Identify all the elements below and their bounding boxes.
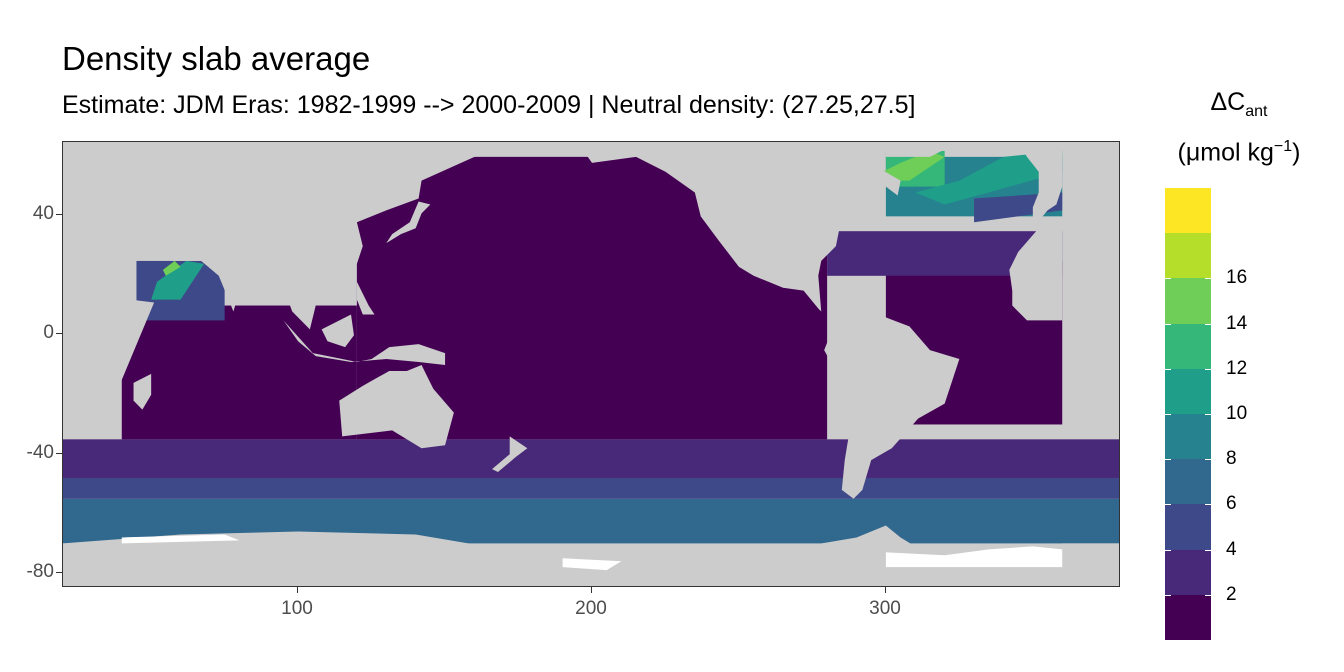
legend-tick-mark (1205, 549, 1211, 551)
legend-color-step (1165, 188, 1211, 234)
x-tick-label: 200 (575, 598, 607, 619)
legend-tick-label: 10 (1226, 403, 1248, 424)
legend-title-main: ΔC (1210, 88, 1246, 116)
legend-unit-post: ) (1292, 138, 1301, 167)
land-mass (885, 142, 960, 157)
land-mass (386, 201, 431, 244)
chart-title: Density slab average (62, 40, 371, 77)
heatmap-canvas (63, 142, 1119, 586)
land-mass (492, 436, 528, 473)
legend-tick-label: 8 (1226, 448, 1237, 470)
legend-color-step (1165, 549, 1211, 595)
legend-tick-mark (1205, 414, 1211, 415)
legend-tick-label: 12 (1226, 357, 1248, 379)
legend-title: ΔCant (1164, 88, 1314, 121)
land-mass (63, 142, 534, 330)
legend-color-step (1165, 594, 1211, 640)
legend-unit-pre: (μmol kg (1177, 138, 1274, 167)
legend-title-sub: ant (1245, 103, 1268, 120)
ice-shelf (562, 558, 622, 571)
ice-shelf (121, 534, 240, 544)
y-tick-mark (56, 214, 62, 215)
legend-tick-label: 6 (1226, 493, 1237, 515)
land-mass (356, 281, 375, 315)
x-tick-mark (297, 587, 298, 593)
legend-color-step (1165, 278, 1211, 324)
legend-tick-mark (1205, 278, 1211, 280)
y-tick-mark (56, 453, 62, 454)
legend-tick-mark (1165, 278, 1171, 280)
legend-tick-mark (1205, 323, 1211, 325)
x-tick-mark (885, 587, 886, 593)
land-mass (63, 225, 155, 440)
legend-colorbar (1165, 188, 1211, 640)
land-mass (1009, 228, 1063, 321)
legend-color-step (1165, 504, 1211, 550)
ocean-cell (121, 305, 357, 440)
legend-unit: (μmol kg−1) (1164, 138, 1314, 167)
legend-tick-mark (1165, 459, 1171, 461)
ocean-cell (63, 439, 1119, 478)
legend-tick-mark (1165, 323, 1171, 325)
land-mass (321, 314, 354, 348)
x-tick-mark (591, 587, 592, 593)
x-tick-label: 300 (869, 598, 901, 619)
ocean-cell (915, 150, 1063, 205)
chart-subtitle: Estimate: JDM Eras: 1982-1999 --> 2000-2… (62, 91, 916, 119)
ocean-cell (151, 260, 205, 300)
y-tick-label: -40 (26, 442, 54, 463)
ocean-cell (162, 260, 181, 276)
y-tick-mark (56, 333, 62, 334)
map-panel (62, 141, 1120, 587)
y-tick-label: -80 (26, 561, 54, 582)
land-mass (63, 525, 1119, 586)
legend-tick-mark (1205, 368, 1211, 370)
legend-tick-mark (1165, 368, 1171, 370)
legend-tick-mark (1165, 504, 1171, 506)
legend-tick-label: 16 (1226, 267, 1248, 289)
legend-tick-mark (1205, 504, 1211, 506)
land-mass (133, 373, 152, 410)
legend-color-step (1165, 323, 1211, 369)
ice-shelf (885, 546, 1063, 568)
legend-color-step (1165, 413, 1211, 460)
x-tick-label: 100 (281, 598, 313, 619)
legend-tick-label: 4 (1226, 538, 1237, 560)
land-mass (283, 320, 446, 365)
ocean-cell (63, 477, 1119, 499)
land-mass (824, 302, 960, 499)
legend-tick-mark (1205, 459, 1211, 461)
legend-unit-sup: −1 (1273, 138, 1293, 155)
legend-color-step (1165, 459, 1211, 505)
land-mass (1018, 142, 1063, 229)
legend-tick-mark (1165, 549, 1171, 551)
legend-color-step (1165, 233, 1211, 279)
land-mass (339, 365, 454, 449)
legend-tick-label: 14 (1226, 312, 1248, 334)
legend-tick-mark (1165, 594, 1171, 596)
legend-color-step (1165, 368, 1211, 414)
legend-tick-mark (1165, 414, 1171, 415)
legend-tick-mark (1205, 594, 1211, 596)
land-mass (577, 142, 901, 312)
y-tick-label: 40 (32, 203, 54, 224)
y-tick-mark (56, 572, 62, 573)
legend-tick-label: 2 (1226, 583, 1237, 605)
y-tick-label: 0 (43, 322, 54, 343)
